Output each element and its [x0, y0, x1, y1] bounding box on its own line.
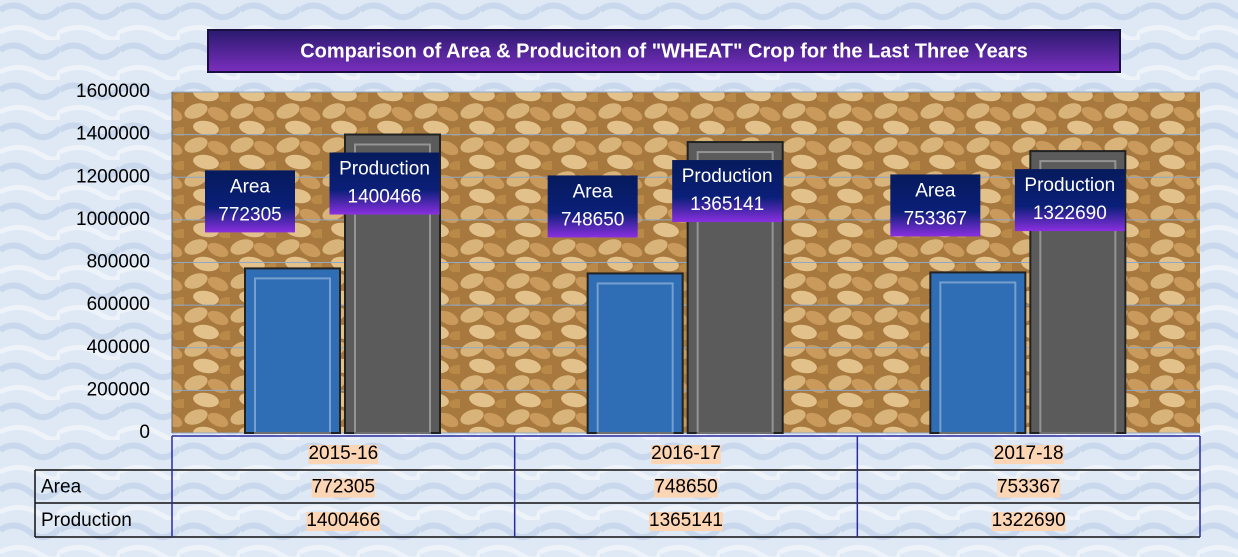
y-tick-label: 800000	[87, 252, 150, 273]
table-row-header: Area	[41, 477, 82, 498]
data-label-value: 1365141	[690, 194, 764, 215]
x-tick-label: 2017-18	[994, 443, 1064, 464]
y-tick-label: 1200000	[76, 166, 150, 187]
data-label-name: Area	[573, 181, 614, 202]
y-tick-label: 400000	[87, 337, 150, 358]
y-tick-label: 1600000	[76, 81, 150, 102]
bar	[588, 273, 683, 433]
x-tick-label: 2016-17	[651, 443, 721, 464]
table-value: 772305	[312, 477, 375, 498]
data-label-value: 772305	[218, 204, 281, 225]
bar	[245, 268, 340, 433]
data-label-value: 753367	[904, 208, 967, 229]
data-label-value: 1322690	[1033, 203, 1107, 224]
table-value: 753367	[997, 477, 1060, 498]
y-tick-label: 200000	[87, 379, 150, 400]
y-tick-label: 1400000	[76, 124, 150, 145]
data-label-name: Production	[1024, 175, 1115, 196]
x-tick-label: 2015-16	[308, 443, 378, 464]
data-label-name: Area	[230, 176, 271, 197]
table-value: 1365141	[649, 510, 723, 531]
table-value: 1322690	[992, 510, 1066, 531]
data-label-name: Area	[915, 180, 956, 201]
table-value: 748650	[654, 477, 717, 498]
y-tick-label: 1000000	[76, 209, 150, 230]
table-value: 1400466	[306, 510, 380, 531]
chart: Comparison of Area & Produciton of "WHEA…	[0, 0, 1238, 557]
data-label-value: 1400466	[348, 187, 422, 208]
bar	[930, 272, 1025, 433]
data-label-name: Production	[682, 166, 773, 187]
data-label-name: Production	[339, 159, 430, 180]
y-tick-label: 600000	[87, 294, 150, 315]
y-tick-label: 0	[139, 422, 150, 443]
table-row-header: Production	[41, 510, 132, 531]
data-label-value: 748650	[561, 209, 624, 230]
chart-title: Comparison of Area & Produciton of "WHEA…	[300, 40, 1028, 62]
